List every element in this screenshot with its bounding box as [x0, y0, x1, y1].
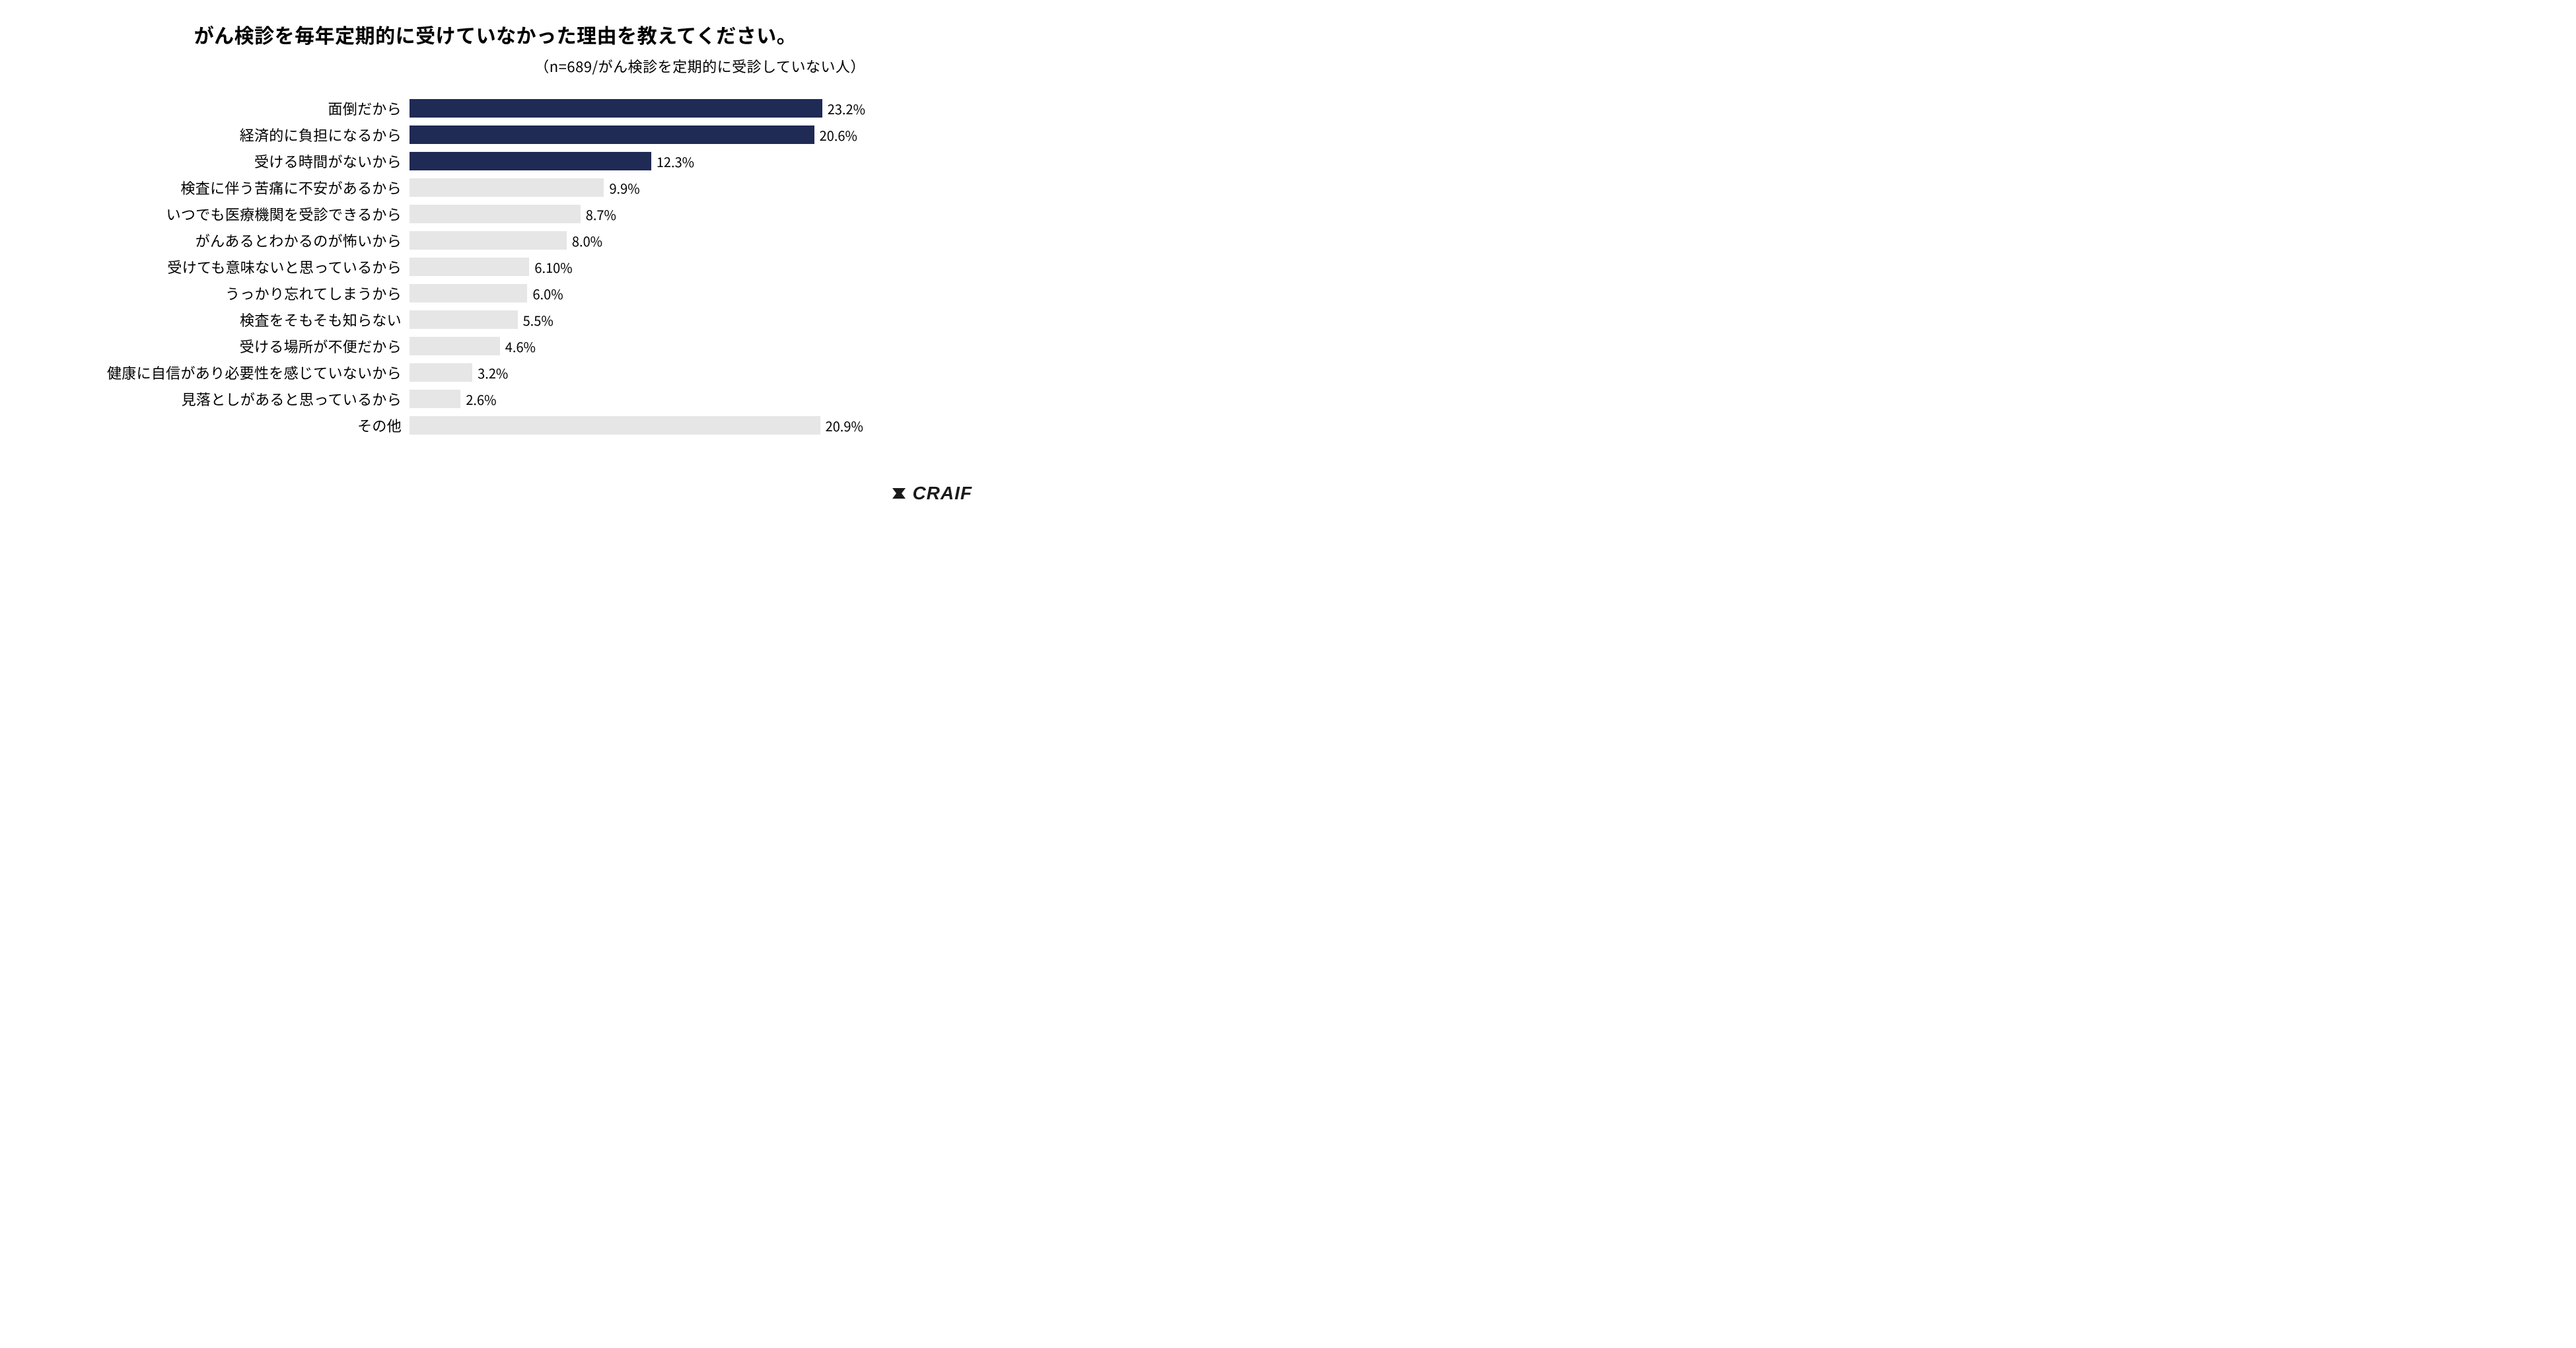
bar-area: 20.9%: [410, 416, 865, 435]
bar: [410, 178, 604, 197]
bar-area: 8.7%: [410, 205, 865, 224]
bar-area: 6.0%: [410, 284, 865, 303]
chart-row: 受ける場所が不便だから 4.6%: [79, 333, 865, 359]
bar-area: 23.2%: [410, 99, 865, 118]
bar-value: 8.0%: [567, 231, 602, 250]
bar-value: 6.0%: [527, 284, 563, 303]
bar-value: 20.6%: [814, 125, 857, 145]
bar-label: 検査をそもそも知らない: [79, 309, 410, 330]
bar-value: 20.9%: [820, 416, 863, 435]
bar-value: 2.6%: [460, 390, 496, 409]
chart-row: 面倒だから 23.2%: [79, 95, 865, 122]
bar: [410, 205, 581, 223]
bar-area: 9.9%: [410, 178, 865, 197]
bar-area: 2.6%: [410, 390, 865, 409]
chart-row: 検査に伴う苦痛に不安があるから 9.9%: [79, 174, 865, 201]
bar-label: 受けても意味ないと思っているから: [79, 256, 410, 277]
bar: [410, 284, 527, 302]
bar-value: 8.7%: [581, 205, 616, 224]
bar-label: 受ける時間がないから: [79, 151, 410, 172]
bar-label: 経済的に負担になるから: [79, 124, 410, 145]
bar-value: 4.6%: [500, 337, 536, 356]
bar-value: 6.10%: [529, 258, 572, 277]
bar-label: 見落としがあると思っているから: [79, 388, 410, 409]
bar-label: がんあるとわかるのが怖いから: [79, 230, 410, 251]
chart-title: がん検診を毎年定期的に受けていなかった理由を教えてください。: [0, 20, 991, 49]
bar-area: 4.6%: [410, 337, 865, 356]
bar-area: 5.5%: [410, 310, 865, 330]
bar-chart: 面倒だから 23.2% 経済的に負担になるから 20.6% 受ける時間がないから 12.3…: [0, 95, 991, 439]
brand-logo: CRAIF: [891, 483, 972, 504]
bar-value: 3.2%: [472, 363, 508, 382]
chart-row: いつでも医療機関を受診できるから 8.7%: [79, 201, 865, 227]
logo-mark-icon: [891, 485, 907, 501]
chart-row: がんあるとわかるのが怖いから 8.0%: [79, 227, 865, 254]
bar: [410, 99, 822, 118]
bar-label: 面倒だから: [79, 98, 410, 119]
chart-row: うっかり忘れてしまうから 6.0%: [79, 280, 865, 306]
bar: [410, 363, 472, 382]
bar-label: 検査に伴う苦痛に不安があるから: [79, 177, 410, 198]
bar-label: うっかり忘れてしまうから: [79, 283, 410, 304]
bar-area: 12.3%: [410, 152, 865, 171]
bar: [410, 152, 651, 170]
bar: [410, 258, 529, 276]
chart-row: 受ける時間がないから 12.3%: [79, 148, 865, 174]
chart-row: 見落としがあると思っているから 2.6%: [79, 386, 865, 412]
chart-subtitle: （n=689/がん検診を定期的に受診していない人）: [0, 55, 991, 77]
chart-row: 経済的に負担になるから 20.6%: [79, 122, 865, 148]
bar-area: 8.0%: [410, 231, 865, 250]
chart-row: 検査をそもそも知らない 5.5%: [79, 306, 865, 333]
bar-value: 23.2%: [822, 99, 865, 118]
bar: [410, 310, 518, 329]
bar: [410, 231, 567, 250]
bar-label: 受ける場所が不便だから: [79, 336, 410, 357]
logo-text: CRAIF: [912, 483, 972, 504]
bar-label: その他: [79, 415, 410, 436]
bar-value: 9.9%: [604, 178, 639, 197]
chart-row: 健康に自信があり必要性を感じていないから 3.2%: [79, 359, 865, 386]
chart-row: その他 20.9%: [79, 412, 865, 439]
bar: [410, 125, 814, 144]
bar-area: 6.10%: [410, 258, 865, 277]
bar-label: 健康に自信があり必要性を感じていないから: [79, 362, 410, 383]
bar-label: いつでも医療機関を受診できるから: [79, 203, 410, 225]
bar: [410, 416, 820, 435]
bar-value: 5.5%: [518, 310, 554, 330]
bar-area: 20.6%: [410, 125, 865, 145]
chart-row: 受けても意味ないと思っているから 6.10%: [79, 254, 865, 280]
bar-area: 3.2%: [410, 363, 865, 382]
slide: がん検診を毎年定期的に受けていなかった理由を教えてください。 （n=689/がん…: [0, 0, 991, 518]
bar: [410, 337, 500, 355]
bar-value: 12.3%: [651, 152, 694, 171]
bar: [410, 390, 460, 408]
